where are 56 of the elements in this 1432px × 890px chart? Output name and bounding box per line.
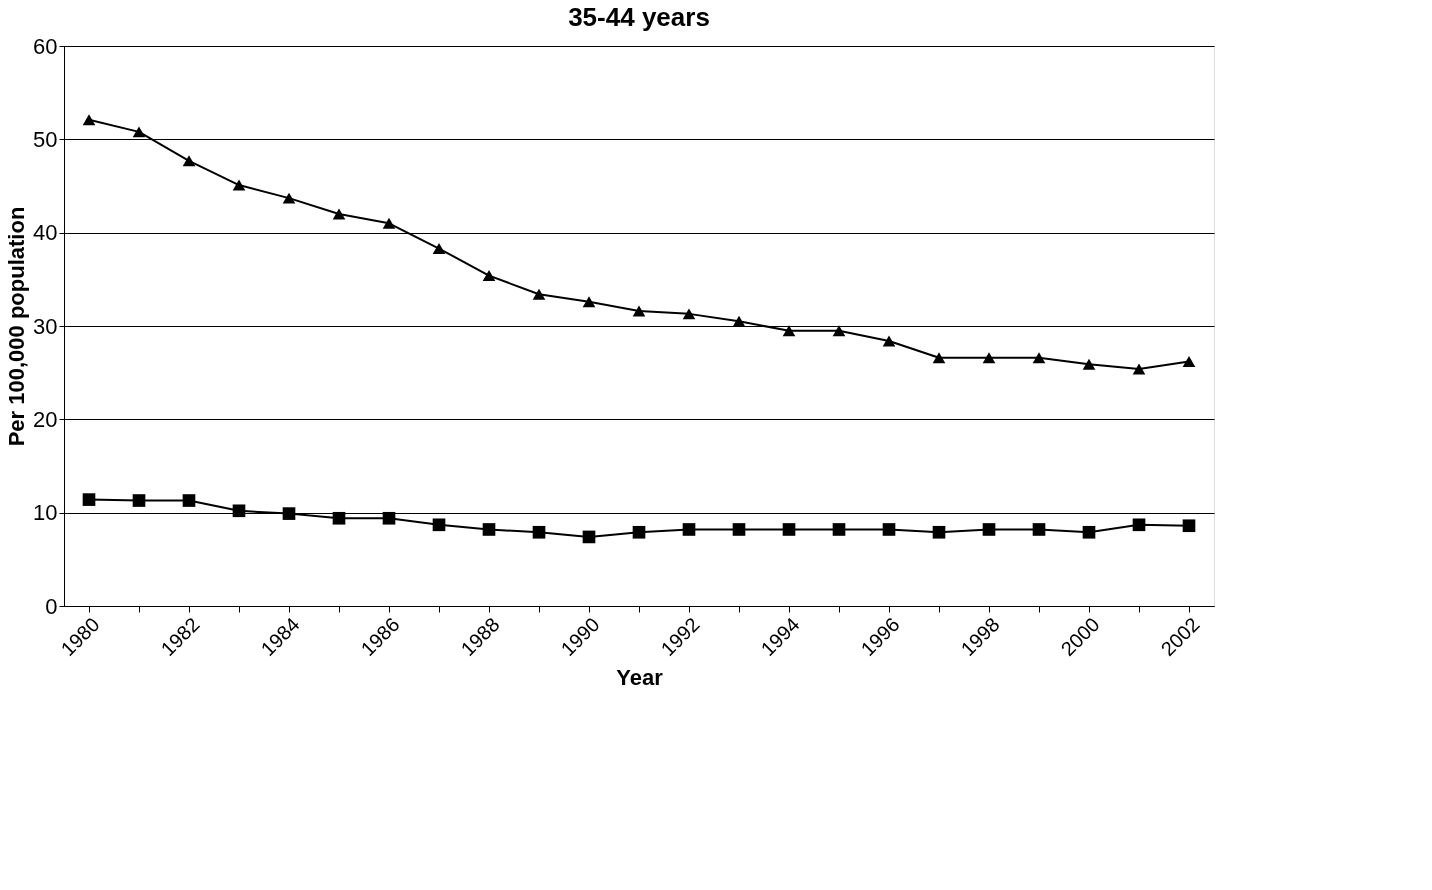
point [1082, 358, 1096, 370]
point [1032, 352, 1046, 364]
point [382, 511, 396, 525]
point [582, 530, 596, 544]
point [1132, 518, 1146, 532]
point [282, 507, 296, 520]
point [1032, 523, 1046, 536]
point [532, 288, 546, 300]
point [132, 126, 146, 138]
x-axis-title: Year [616, 665, 664, 691]
point [782, 325, 796, 337]
point [482, 523, 496, 536]
point [782, 523, 796, 536]
point [482, 270, 496, 282]
y-tick-label: 10 [33, 500, 58, 526]
point [332, 511, 346, 525]
point [982, 352, 996, 364]
point [1182, 355, 1196, 367]
point [432, 243, 446, 255]
point [732, 315, 746, 327]
point [632, 525, 646, 539]
point [832, 325, 846, 337]
point [182, 155, 196, 167]
point [982, 523, 996, 536]
point [932, 525, 946, 539]
point [1082, 525, 1096, 539]
point [632, 305, 646, 317]
point [932, 352, 946, 364]
y-tick-label: 20 [33, 406, 58, 432]
point [332, 208, 346, 220]
point [132, 494, 146, 507]
point [532, 525, 546, 539]
point [582, 296, 596, 308]
y-tick-label: 60 [33, 33, 58, 59]
point [432, 518, 446, 532]
point [82, 114, 96, 126]
point [732, 523, 746, 536]
point [1132, 363, 1146, 375]
point [882, 523, 896, 536]
point [1182, 519, 1196, 533]
point [882, 335, 896, 347]
y-axis-title: Per 100,000 population [4, 206, 30, 447]
point [282, 192, 296, 204]
y-tick-label: 50 [33, 126, 58, 152]
point [232, 179, 246, 191]
y-tick-label: 0 [45, 593, 58, 619]
y-tick-label: 30 [33, 313, 58, 339]
chart-title: 35-44 years [568, 2, 710, 32]
point [82, 493, 96, 506]
point [382, 217, 396, 229]
y-tick-label: 40 [33, 220, 58, 246]
point [682, 308, 696, 320]
point [682, 523, 696, 536]
point [232, 504, 246, 518]
point [832, 523, 846, 536]
point [182, 494, 196, 507]
